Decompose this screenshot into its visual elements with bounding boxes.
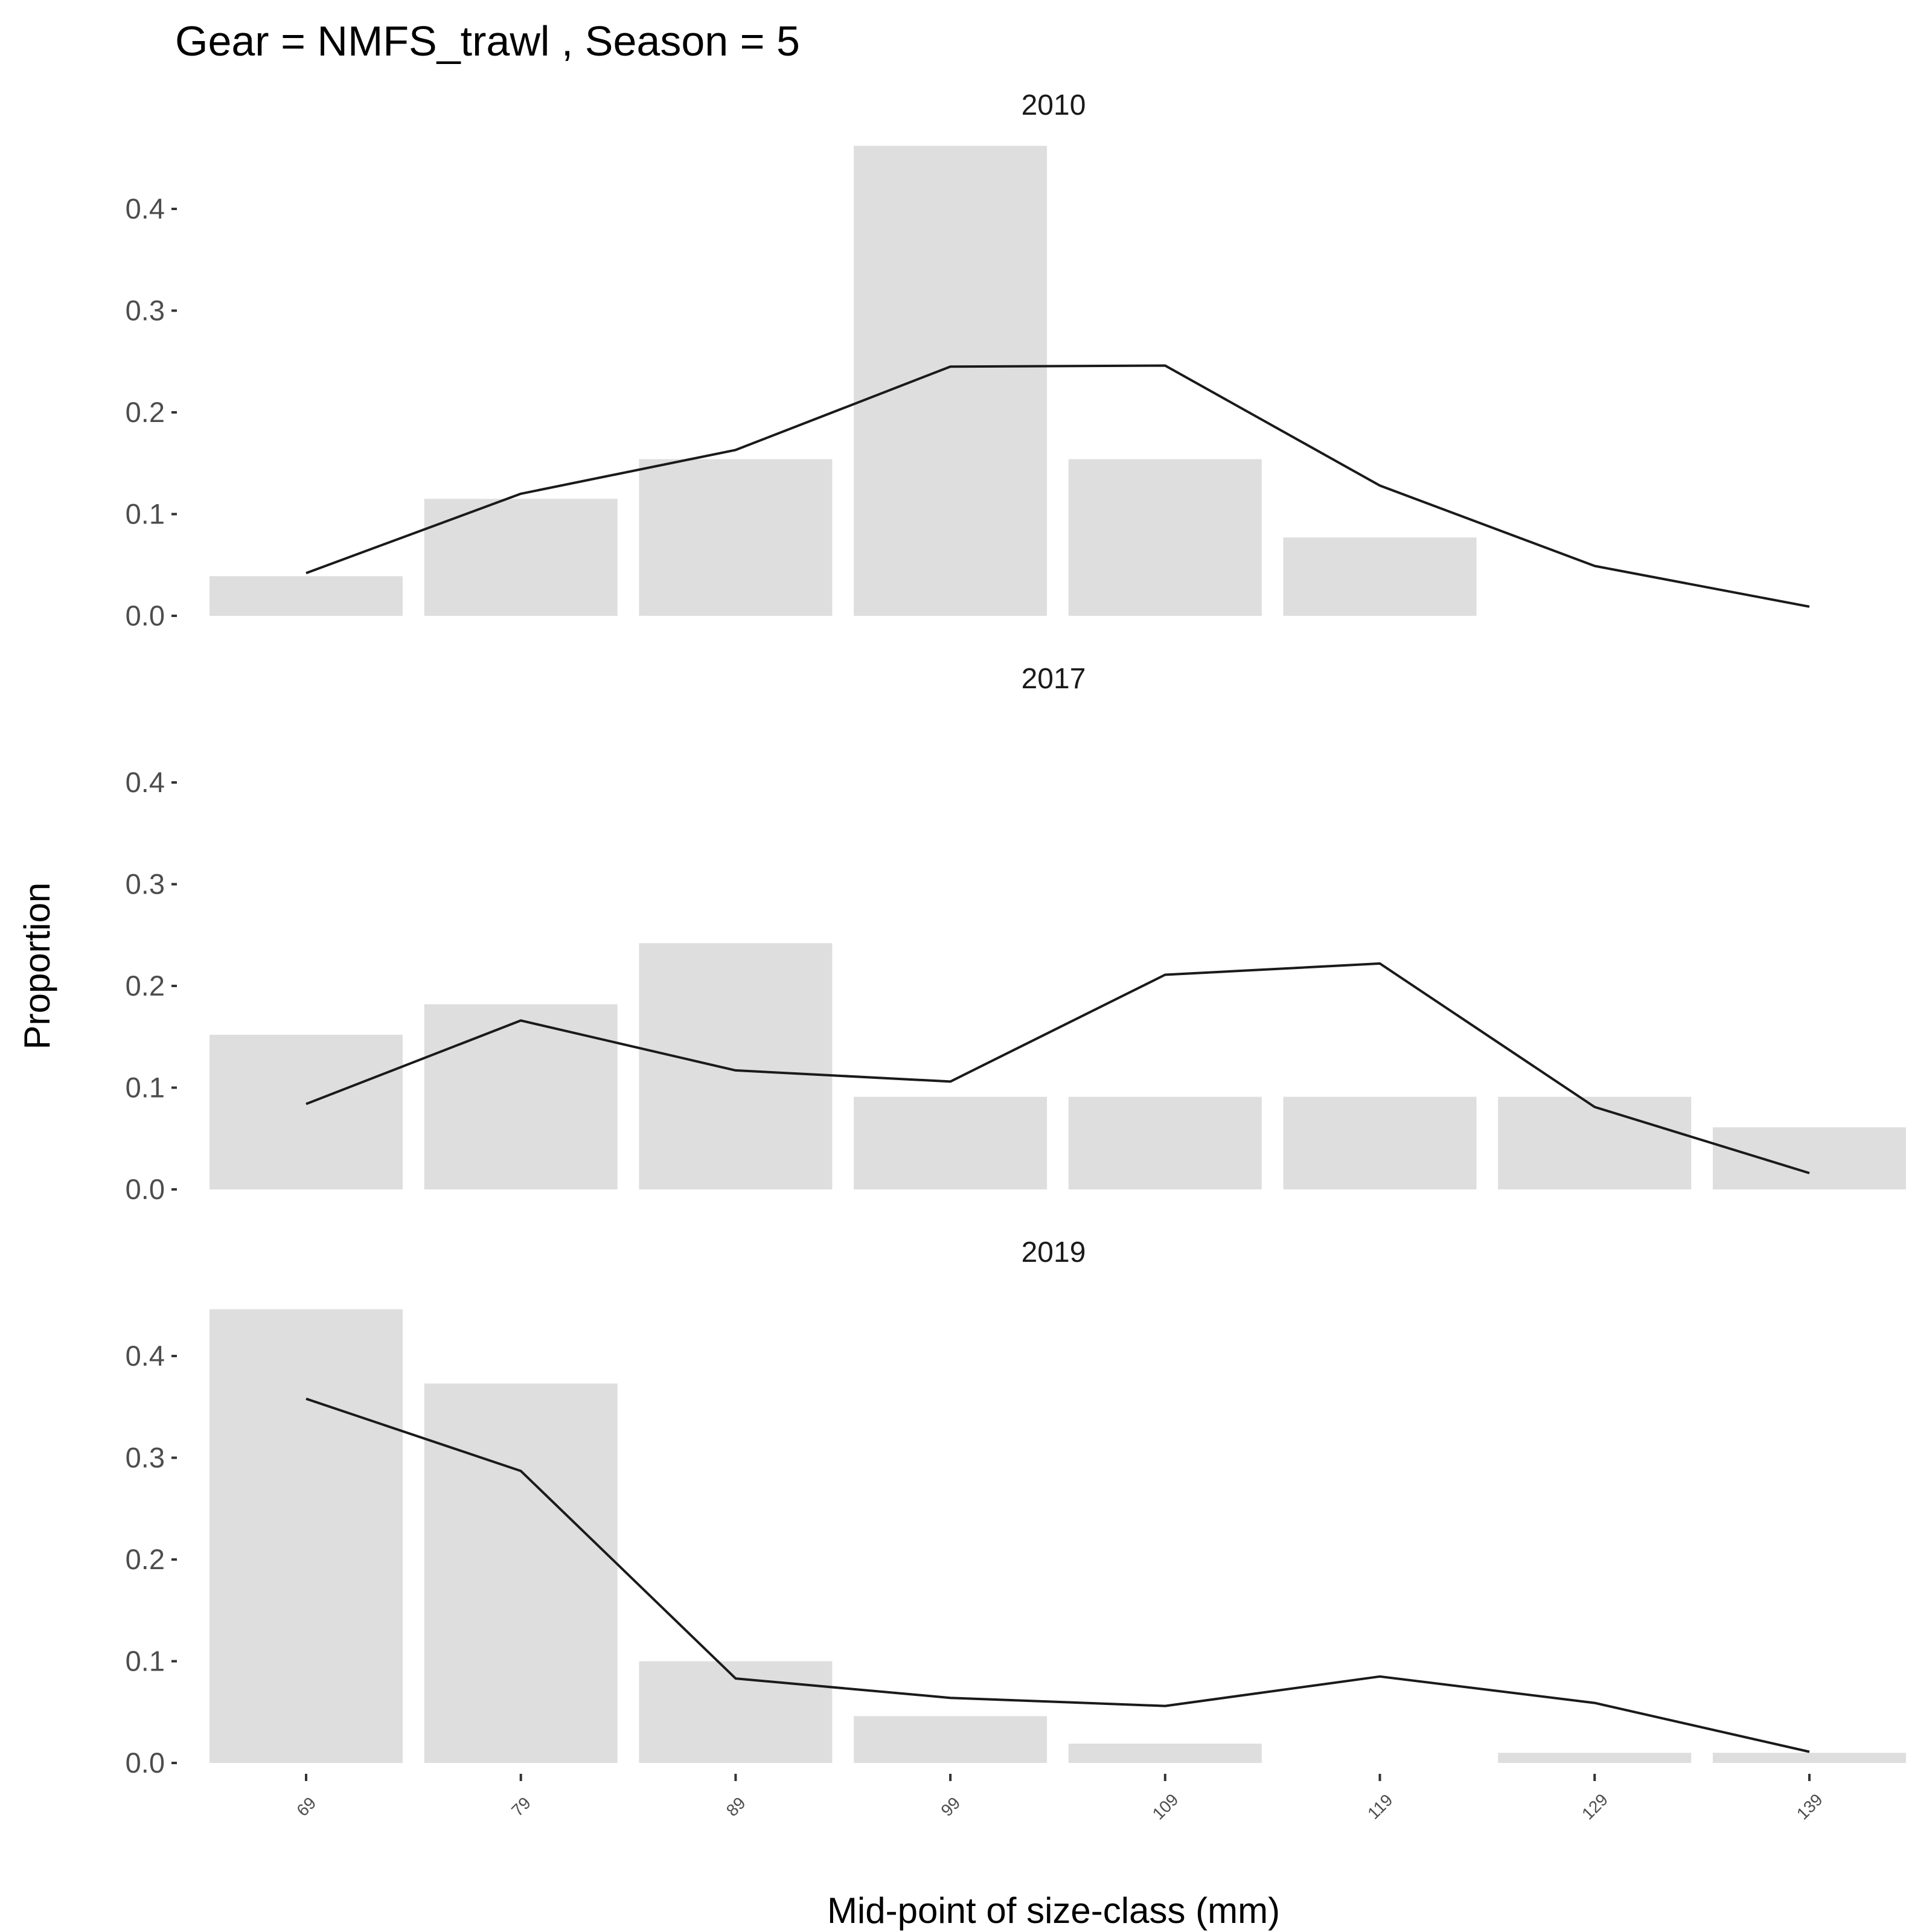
panel-label: 2017 — [1022, 663, 1086, 695]
y-tick-label: 0.0 — [126, 1747, 165, 1779]
bar-109 — [1068, 1743, 1262, 1763]
bar-79 — [424, 499, 618, 616]
panel-label: 2019 — [1022, 1236, 1086, 1268]
bar-109 — [1068, 459, 1262, 616]
bar-129 — [1498, 1753, 1692, 1763]
y-tick-label: 0.1 — [126, 1072, 165, 1104]
panel-2010: 2010 0.0 0.1 0.2 0.3 0.4 — [126, 89, 1810, 632]
bar-99 — [854, 1096, 1048, 1189]
y-tick-label: 0.3 — [126, 1442, 165, 1474]
bar-139 — [1712, 1127, 1906, 1189]
y-tick-label: 0.4 — [126, 1340, 165, 1372]
bar-99 — [854, 146, 1048, 616]
y-tick-label: 0.2 — [126, 1543, 165, 1575]
bar-109 — [1068, 1096, 1262, 1189]
y-tick-label: 0.1 — [126, 1645, 165, 1677]
bar-79 — [424, 1004, 618, 1189]
y-tick-label: 0.3 — [126, 868, 165, 900]
facet-panels: 20100.00.10.20.30.420170.00.10.20.30.420… — [126, 89, 1906, 1779]
y-tick-label: 0.2 — [126, 396, 165, 428]
panel-label: 2010 — [1022, 89, 1086, 121]
y-tick-label: 0.1 — [126, 498, 165, 530]
y-tick-label: 0.3 — [126, 295, 165, 327]
expected-line — [305, 962, 1810, 1174]
y-tick-label: 0.0 — [126, 1173, 165, 1205]
expected-line — [305, 1397, 1810, 1753]
bar-89 — [639, 943, 833, 1189]
y-axis-title: Proportion — [17, 883, 57, 1050]
bar-79 — [424, 1383, 618, 1763]
bar-89 — [639, 459, 833, 616]
y-tick-label: 0.2 — [126, 970, 165, 1002]
panel-2017: 2017 0.0 0.1 0.2 0.3 0.4 — [126, 663, 1906, 1205]
panel-2019: 2019 0.0 0.1 0.2 0.3 0.4 — [126, 1236, 1906, 1779]
bar-69 — [210, 576, 403, 616]
bar-119 — [1283, 1096, 1477, 1189]
bar-89 — [639, 1661, 833, 1763]
bar-69 — [210, 1034, 403, 1189]
y-tick-label: 0.4 — [126, 193, 165, 225]
bar-69 — [210, 1309, 403, 1763]
y-tick-label: 0.4 — [126, 766, 165, 798]
chart-title: Gear = NMFS_trawl , Season = 5 — [175, 18, 800, 65]
expected-line — [305, 364, 1810, 608]
bar-129 — [1498, 1096, 1692, 1189]
bar-99 — [854, 1716, 1048, 1763]
x-axis-title: Mid-point of size-class (mm) — [827, 1890, 1280, 1931]
y-tick-label: 0.0 — [126, 600, 165, 632]
bar-139 — [1712, 1753, 1906, 1763]
bar-119 — [1283, 537, 1477, 616]
